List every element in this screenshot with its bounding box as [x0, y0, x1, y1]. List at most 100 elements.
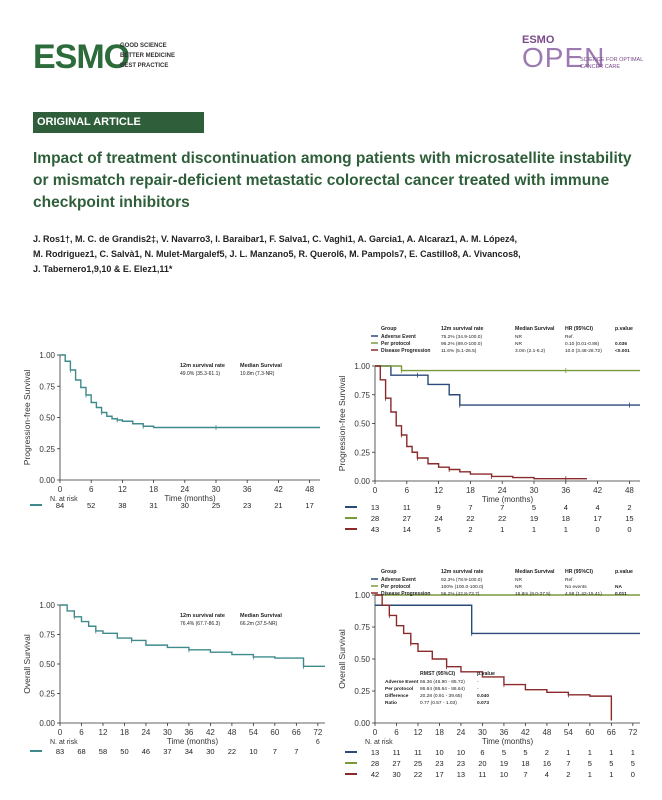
rmst-label: Ratio — [385, 700, 397, 706]
survival-curve — [375, 604, 640, 635]
x-tick-label: 0 — [58, 728, 63, 737]
x-tick-label: 24 — [498, 486, 507, 495]
rmst-value: 20.28 (0.91 - 39.65) — [420, 693, 463, 699]
legend-median: NR — [515, 577, 522, 583]
survival-curve — [60, 354, 320, 429]
x-tick-label: 42 — [521, 728, 530, 737]
risk-count: 1 — [631, 748, 635, 757]
survival-curve — [375, 365, 587, 480]
y-axis-label: Progression-free Survival — [22, 370, 32, 466]
os-by-group-chart: 0.000.250.500.751.000 6 12 18 24 30 36 42 48 54 60… — [337, 569, 640, 779]
legend-rate: 96.2% (89.0-100.0) — [441, 341, 482, 347]
risk-count: 1 — [566, 748, 570, 757]
risk-count: 10 — [500, 770, 508, 779]
risk-count: 11 — [414, 748, 422, 757]
legend-header: Group — [381, 569, 397, 575]
risk-count: 23 — [457, 759, 465, 768]
rmst-p: 0.040 — [477, 693, 489, 699]
rmst-label: Per protocol — [385, 686, 413, 692]
author-list: J. Ros1†, M. C. de Grandis2‡, V. Navarro… — [33, 232, 633, 277]
x-tick-label: 24 — [456, 728, 465, 737]
risk-count: 1 — [588, 770, 592, 779]
risk-count: 2 — [545, 748, 549, 757]
x-tick-label: 60 — [270, 728, 279, 737]
x-tick-label: 60 — [585, 728, 594, 737]
risk-count: 19 — [530, 514, 538, 523]
y-tick-label: 0.50 — [354, 655, 370, 664]
legend-header: 12m survival rate — [441, 569, 484, 575]
legend-header: 12m survival rate — [441, 326, 484, 332]
y-tick-label: 0.25 — [354, 448, 370, 457]
risk-count: 1 — [609, 748, 613, 757]
risk-count: 68 — [77, 747, 85, 756]
survival-curve — [375, 594, 613, 721]
x-tick-label: 36 — [561, 486, 570, 495]
risk-count: 27 — [392, 759, 400, 768]
risk-count: 24 — [434, 514, 442, 523]
x-tick-label: 42 — [274, 485, 283, 494]
x-tick-label: 6 — [405, 486, 410, 495]
legend-rate: 92.3% (78.9-100.0) — [441, 577, 482, 583]
x-tick-label: 6 — [79, 728, 84, 737]
risk-count: 23 — [243, 501, 251, 510]
legend-header: p.value — [615, 326, 633, 332]
risk-count: 38 — [118, 501, 126, 510]
risk-count: 2 — [566, 770, 570, 779]
legend-median: NR — [515, 341, 522, 347]
legend-p: 0.036 — [615, 341, 627, 347]
legend-p: 0.011 — [615, 591, 627, 597]
y-tick-label: 0.75 — [354, 391, 370, 400]
rmst-value: 0.77 (0.57 - 1.03) — [420, 700, 457, 706]
esmo-open-logo: ESMO OPEN — [522, 34, 605, 72]
risk-count: 25 — [212, 501, 220, 510]
x-tick-label: 30 — [212, 485, 221, 494]
risk-count: 27 — [403, 514, 411, 523]
legend-header: Median Survival — [515, 326, 555, 332]
legend-group: Disease Progression — [381, 591, 430, 597]
x-tick-label: 12 — [118, 485, 127, 494]
x-tick-label: 66 — [292, 728, 301, 737]
y-tick-label: 0.50 — [39, 660, 55, 669]
x-tick-label: 72 — [628, 728, 637, 737]
risk-count: 4 — [545, 770, 549, 779]
rmst-p: - — [477, 687, 479, 692]
rmst-value: 86.64 (86.64 - 86.64) — [420, 686, 465, 692]
risk-count: 4 — [596, 503, 600, 512]
stats-header: 12m survival rate — [180, 363, 225, 369]
y-tick-label: 0.50 — [39, 414, 55, 423]
risk-count: 15 — [625, 514, 633, 523]
risk-count: 16 — [543, 759, 551, 768]
y-tick-label: 0.75 — [39, 382, 55, 391]
x-tick-label: 12 — [414, 728, 423, 737]
x-tick-label: 18 — [466, 486, 475, 495]
article-title: Impact of treatment discontinuation amon… — [33, 150, 632, 211]
risk-count: 2 — [468, 525, 472, 534]
open-tagline-line: SCIENCE FOR OPTIMAL — [580, 57, 644, 63]
stats-value: 76.4% (67.7-86.3) — [180, 621, 220, 627]
legend-hr: 4.68 (1.42-15.41) — [565, 591, 602, 597]
risk-count: 23 — [435, 759, 443, 768]
risk-count: 37 — [163, 747, 171, 756]
risk-count: 42 — [371, 770, 379, 779]
x-tick-label: 72 — [313, 728, 322, 737]
legend-header: HR (95%CI) — [565, 326, 593, 332]
x-tick-label: 30 — [163, 728, 172, 737]
x-tick-label: 42 — [206, 728, 215, 737]
y-tick-label: 1.00 — [39, 601, 55, 610]
os-overall-chart: 0.00 0.25 0.50 0.75 1.00 0 6 12 18 24 30 36 42 48 54 60… — [22, 601, 325, 756]
legend-group: Adverse Event — [381, 577, 416, 583]
rmst-header: RMST (95%CI) — [420, 671, 455, 677]
legend-hr: Ref. — [565, 577, 574, 583]
risk-count: 46 — [142, 747, 150, 756]
legend-group: Per protocol — [381, 584, 411, 590]
rmst-value: 66.36 (46.90 - 85.72) — [420, 679, 465, 685]
risk-count: 22 — [498, 514, 506, 523]
legend-header: HR (95%CI) — [565, 569, 593, 575]
legend-hr: 0.10 (0.01-0.86) — [565, 341, 600, 347]
open-tagline: SCIENCE FOR OPTIMAL CANCER CARE — [580, 57, 643, 71]
stats-header: Median Survival — [240, 613, 282, 619]
author-line: J. Tabernero1,9,10 & E. Elez1,11* — [33, 264, 173, 274]
article-type-banner: ORIGINAL ARTICLE — [33, 112, 204, 132]
author-line: J. Ros1†, M. C. de Grandis2‡, V. Navarro… — [33, 234, 518, 244]
y-tick-label: 0.00 — [39, 719, 55, 728]
